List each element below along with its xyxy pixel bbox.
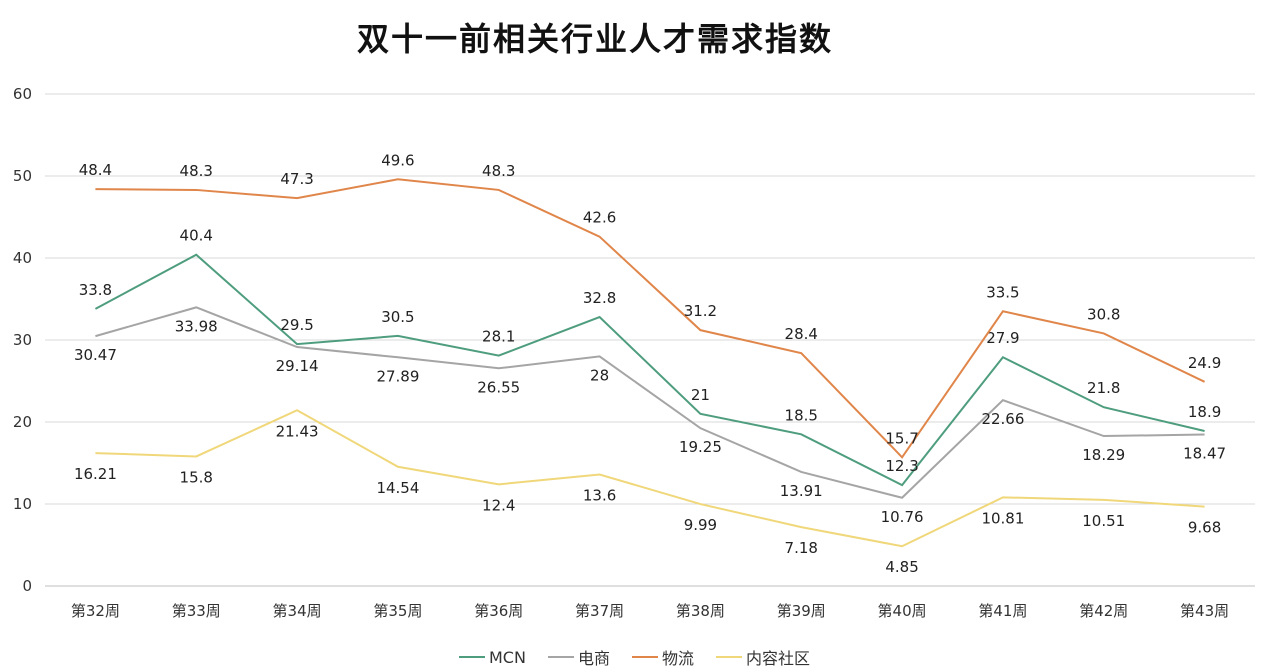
data-label: 26.55 <box>477 378 520 396</box>
y-tick-label: 30 <box>13 331 32 349</box>
x-tick-label: 第37周 <box>575 602 624 620</box>
y-tick-label: 50 <box>13 167 32 185</box>
legend-swatch <box>715 656 742 658</box>
data-label: 48.4 <box>79 161 112 179</box>
data-label: 30.47 <box>74 346 117 364</box>
x-tick-label: 第42周 <box>1079 602 1128 620</box>
data-label: 30.5 <box>381 308 414 326</box>
data-label: 28 <box>590 366 609 384</box>
data-label: 18.47 <box>1183 445 1226 463</box>
data-label: 18.29 <box>1082 446 1125 464</box>
data-label: 33.98 <box>175 317 218 335</box>
legend-swatch <box>459 656 485 658</box>
x-tick-label: 第38周 <box>676 602 725 620</box>
x-tick-label: 第40周 <box>878 602 927 620</box>
data-label: 21 <box>691 386 710 404</box>
x-tick-label: 第43周 <box>1180 602 1229 620</box>
data-label: 29.5 <box>280 316 313 334</box>
legend-label: 物流 <box>661 649 694 668</box>
legend-swatch <box>547 656 574 658</box>
x-tick-label: 第35周 <box>373 602 422 620</box>
data-label: 29.14 <box>276 357 319 375</box>
data-label: 19.25 <box>679 438 722 456</box>
line-chart: 0 10 20 30 40 50 60 第32周 第33周 第34周 第35周 第36周 第37周 第38… <box>13 85 1255 620</box>
data-label: 48.3 <box>180 162 213 180</box>
data-label: 24.9 <box>1188 354 1221 372</box>
legend-item: 内容社区 <box>715 645 810 669</box>
legend-label: 内容社区 <box>745 649 810 668</box>
legend-item: 物流 <box>631 645 694 669</box>
data-label: 28.4 <box>785 325 818 343</box>
data-label: 21.43 <box>276 422 319 440</box>
data-label: 16.21 <box>74 465 117 483</box>
data-label: 10.76 <box>881 508 924 526</box>
data-label: 30.8 <box>1087 305 1120 323</box>
y-tick-label: 0 <box>22 577 32 595</box>
y-tick-label: 10 <box>13 495 32 513</box>
series-line-MCN <box>94 253 1205 487</box>
data-label: 22.66 <box>981 410 1024 428</box>
data-label: 15.8 <box>180 468 213 486</box>
data-label: 12.3 <box>885 457 918 475</box>
y-tick-label: 40 <box>13 249 32 267</box>
series-line-电商 <box>95 306 1205 499</box>
chart-title: 双十一前相关行业人才需求指数 <box>356 20 833 58</box>
series-line-内容社区 <box>95 409 1205 548</box>
data-label: 12.4 <box>482 496 515 514</box>
data-label: 32.8 <box>583 289 616 307</box>
data-label: 15.7 <box>885 429 918 447</box>
legend-item: 电商 <box>547 645 610 669</box>
data-label: 9.99 <box>684 516 717 534</box>
data-label: 40.4 <box>180 227 213 245</box>
data-label: 4.85 <box>885 558 918 576</box>
legend: MCN 电商 物流 内容社区 <box>0 645 1269 669</box>
data-label: 9.68 <box>1188 519 1221 537</box>
data-label: 33.5 <box>986 283 1019 301</box>
legend-label: MCN <box>489 647 526 667</box>
data-label: 33.8 <box>79 281 112 299</box>
data-label: 49.6 <box>381 151 414 169</box>
series-line-物流 <box>95 178 1206 459</box>
x-tick-label: 第39周 <box>777 602 826 620</box>
data-label: 27.9 <box>986 329 1019 347</box>
data-label: 28.1 <box>482 328 515 346</box>
data-label: 7.18 <box>785 539 818 557</box>
x-tick-label: 第33周 <box>172 602 221 620</box>
data-label: 18.9 <box>1188 403 1221 421</box>
data-label: 47.3 <box>280 170 313 188</box>
data-label: 42.6 <box>583 209 616 227</box>
data-label: 18.5 <box>785 406 818 424</box>
data-label: 13.91 <box>780 482 823 500</box>
legend-item: MCN <box>459 645 526 669</box>
x-tick-label: 第41周 <box>978 602 1027 620</box>
y-tick-label: 20 <box>13 413 32 431</box>
y-tick-label: 60 <box>13 85 32 103</box>
data-label: 10.81 <box>981 509 1024 527</box>
x-tick-label: 第36周 <box>474 602 523 620</box>
x-tick-label: 第34周 <box>273 602 322 620</box>
data-label: 27.89 <box>376 367 419 385</box>
legend-swatch <box>631 656 658 658</box>
data-label: 14.54 <box>376 479 419 497</box>
data-label: 21.8 <box>1087 379 1120 397</box>
data-label: 48.3 <box>482 162 515 180</box>
x-tick-label: 第32周 <box>71 602 120 620</box>
data-label: 10.51 <box>1082 512 1125 530</box>
data-label: 13.6 <box>583 486 616 504</box>
legend-label: 电商 <box>577 649 610 668</box>
data-label: 31.2 <box>684 302 717 320</box>
